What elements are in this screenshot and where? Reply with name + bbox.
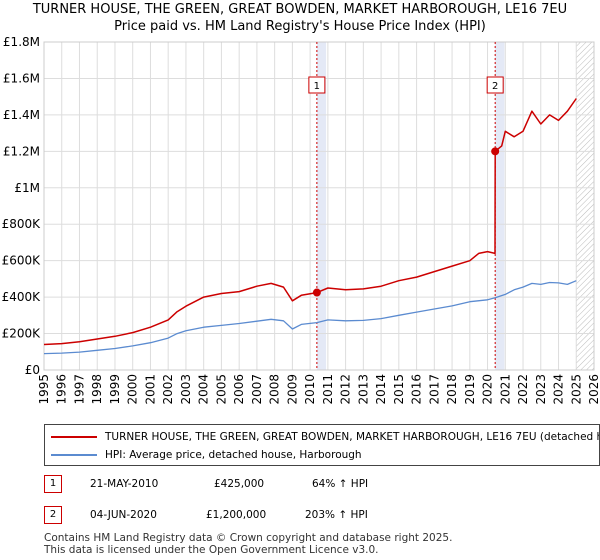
sale-marker-box-1 [308, 76, 326, 94]
x-tick-label: 1998 [90, 374, 104, 405]
x-tick-label: 2006 [232, 374, 246, 405]
chart-title: TURNER HOUSE, THE GREEN, GREAT BOWDEN, M… [32, 2, 568, 17]
legend-swatch-property [51, 436, 97, 438]
x-tick-label: 2001 [143, 374, 157, 405]
y-tick-label: £800K [2, 217, 42, 231]
sale-marker-box-2 [486, 76, 504, 94]
y-tick-label: £1.6M [3, 71, 40, 85]
sale-hpi-2: 203% ↑ HPI [305, 509, 368, 521]
x-tick-label: 2014 [374, 374, 388, 405]
y-tick-label: £1M [14, 181, 40, 195]
x-tick-label: 1996 [55, 374, 69, 405]
sale-shade-1 [316, 42, 327, 370]
x-tick-label: 1997 [72, 374, 86, 405]
legend-label-hpi: HPI: Average price, detached house, Harb… [105, 449, 362, 461]
x-tick-label: 2004 [197, 374, 211, 405]
x-tick-label: 2013 [356, 374, 370, 405]
x-tick-label: 2024 [552, 374, 566, 405]
x-tick-label: 2026 [587, 374, 600, 405]
x-tick-label: 2012 [339, 374, 353, 405]
sale-marker-label-2: 2 [492, 81, 498, 92]
x-tick-label: 2019 [463, 374, 477, 405]
legend-swatch-hpi [51, 454, 97, 456]
x-tick-label: 1999 [108, 374, 122, 405]
plot-border [43, 41, 595, 371]
x-tick-label: 2009 [285, 374, 299, 405]
x-tick-label: 2015 [392, 374, 406, 405]
y-tick-label: £0 [25, 363, 40, 377]
y-tick-label: £1.2M [3, 144, 40, 158]
x-tick-label: 2025 [569, 374, 583, 405]
x-tick-label: 2021 [498, 374, 512, 405]
x-tick-label: 2022 [516, 374, 530, 405]
x-tick-label: 2002 [161, 374, 175, 405]
sale-hpi-1: 64% ↑ HPI [312, 478, 369, 490]
sale-marker-label-1: 1 [314, 81, 320, 92]
y-tick-label: £1.8M [3, 35, 40, 49]
x-tick-label: 2010 [303, 374, 317, 405]
x-tick-label: 2018 [445, 374, 459, 405]
x-tick-label: 2005 [214, 374, 228, 405]
chart-subtitle: Price paid vs. HM Land Registry's House … [114, 19, 486, 34]
y-tick-label: £400K [2, 290, 42, 304]
y-tick-label: £1.4M [3, 108, 40, 122]
footer-copyright: Contains HM Land Registry data © Crown c… [44, 532, 453, 544]
x-tick-label: 1995 [37, 374, 51, 405]
x-tick-label: 2023 [534, 374, 548, 405]
x-tick-label: 2016 [410, 374, 424, 405]
x-tick-label: 2017 [427, 374, 441, 405]
legend: TURNER HOUSE, THE GREEN, GREAT BOWDEN, M… [44, 424, 600, 466]
x-tick-label: 2000 [126, 374, 140, 405]
sale-point-1 [312, 288, 321, 297]
x-tick-label: 2003 [179, 374, 193, 405]
sale-point-2 [491, 147, 500, 156]
x-tick-label: 2007 [250, 374, 264, 405]
sale-date-1: 21-MAY-2010 [90, 478, 159, 490]
forecast-hatch [576, 42, 594, 370]
x-tick-label: 2008 [268, 374, 282, 405]
sale-date-2: 04-JUN-2020 [90, 509, 157, 521]
property-price-line [43, 98, 577, 346]
y-tick-label: £200K [2, 327, 42, 341]
x-tick-label: 2011 [321, 374, 335, 405]
sale-badge-2: 2 [44, 506, 62, 524]
sale-badge-1: 1 [44, 475, 62, 493]
sale-shade-2 [495, 42, 505, 370]
footer-licence: This data is licensed under the Open Gov… [44, 544, 379, 556]
price-chart: £0 £200K £400K £600K £800K £1M £1.2M £1.4M £1.6M… [2, 35, 600, 405]
y-tick-label: £600K [2, 254, 42, 268]
sale-price-1: £425,000 [214, 478, 265, 490]
x-tick-label: 2020 [481, 374, 495, 405]
legend-label-property: TURNER HOUSE, THE GREEN, GREAT BOWDEN, M… [105, 431, 600, 443]
hpi-line [43, 280, 577, 355]
sale-price-2: £1,200,000 [206, 509, 267, 521]
